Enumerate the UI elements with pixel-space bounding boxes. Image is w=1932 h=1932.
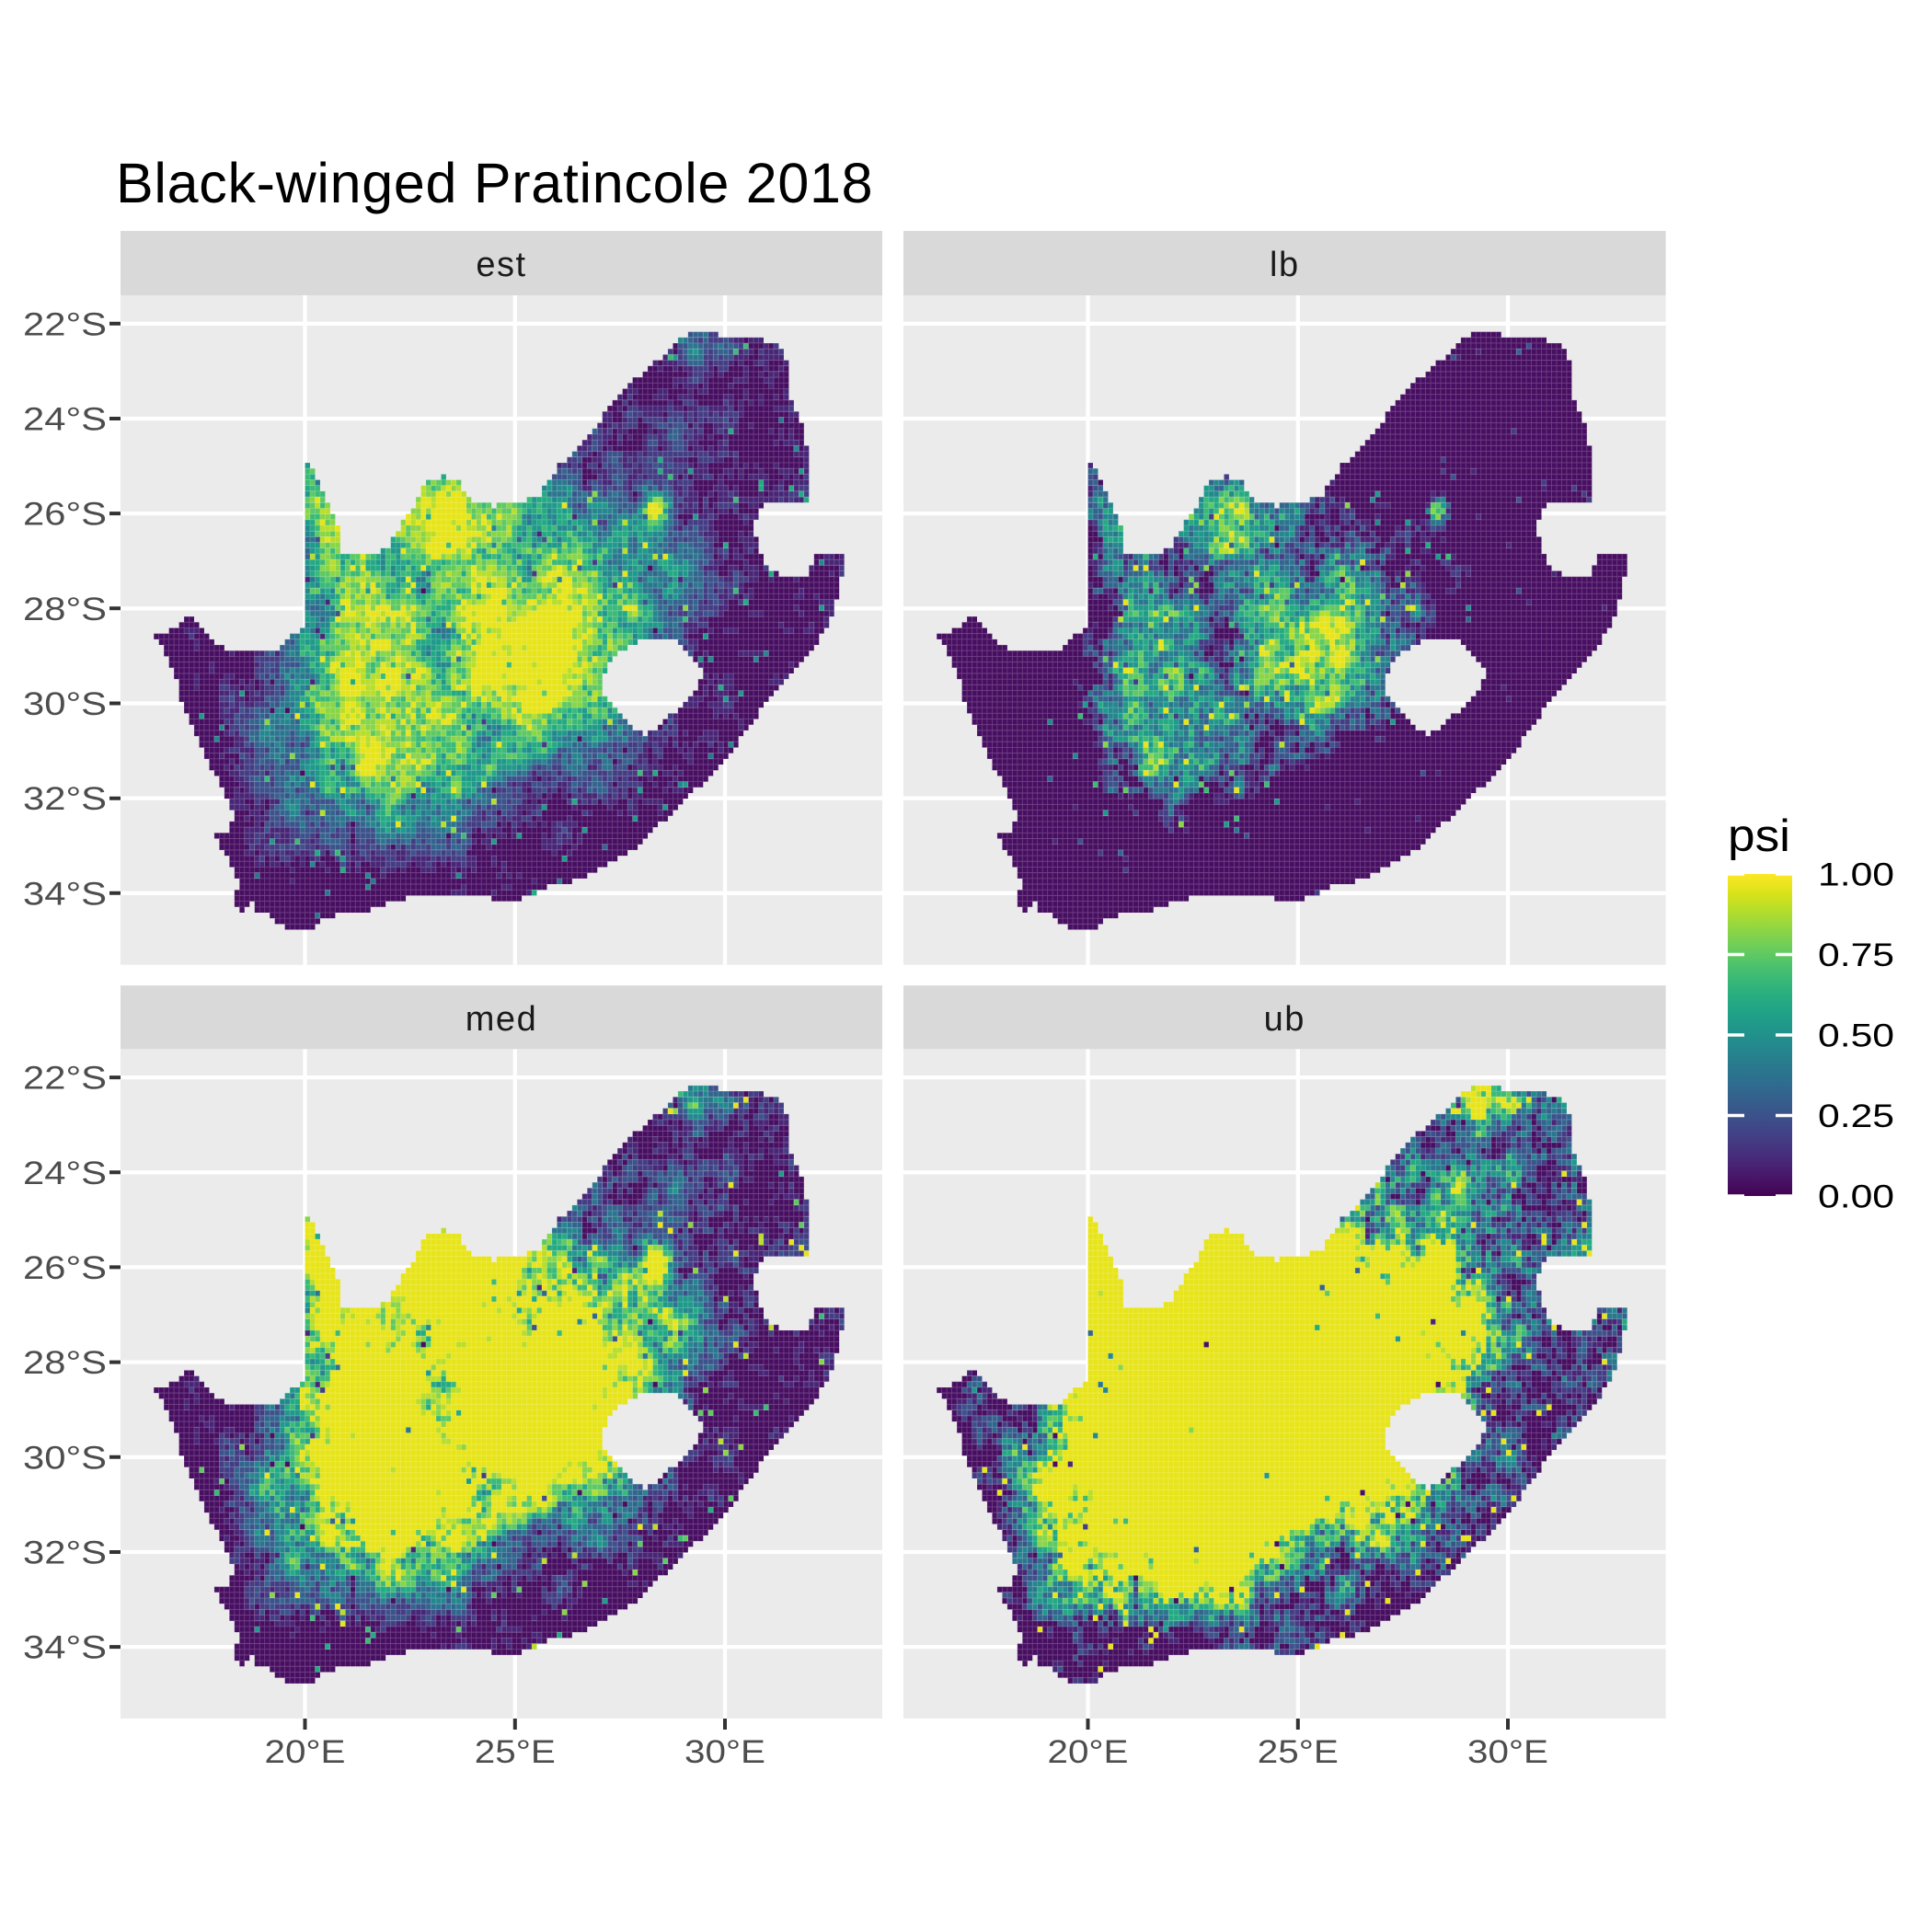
svg-text:0.75: 0.75: [1818, 937, 1894, 973]
svg-text:20°E: 20°E: [1048, 1734, 1129, 1770]
svg-text:psi: psi: [1728, 811, 1790, 861]
svg-text:1.00: 1.00: [1818, 857, 1894, 893]
svg-text:25°E: 25°E: [1258, 1734, 1339, 1770]
svg-text:ub: ub: [1264, 1000, 1305, 1039]
svg-text:28°S: 28°S: [23, 592, 107, 627]
svg-text:26°S: 26°S: [23, 497, 107, 533]
svg-text:0.00: 0.00: [1818, 1179, 1894, 1215]
svg-text:34°S: 34°S: [23, 1630, 107, 1666]
svg-text:30°E: 30°E: [1467, 1734, 1548, 1770]
svg-text:30°E: 30°E: [684, 1734, 765, 1770]
svg-text:32°S: 32°S: [23, 781, 107, 817]
svg-text:30°S: 30°S: [23, 1440, 107, 1476]
svg-text:24°S: 24°S: [23, 402, 107, 438]
svg-text:est: est: [476, 246, 526, 284]
svg-text:30°S: 30°S: [23, 686, 107, 722]
svg-text:28°S: 28°S: [23, 1345, 107, 1381]
svg-text:25°E: 25°E: [475, 1734, 556, 1770]
svg-text:26°S: 26°S: [23, 1250, 107, 1286]
svg-text:Black-winged Pratincole 2018: Black-winged Pratincole 2018: [116, 152, 873, 214]
svg-text:20°E: 20°E: [265, 1734, 346, 1770]
svg-text:22°S: 22°S: [23, 306, 107, 342]
svg-text:lb: lb: [1270, 246, 1300, 284]
svg-text:22°S: 22°S: [23, 1061, 107, 1097]
svg-text:34°S: 34°S: [23, 876, 107, 912]
svg-text:med: med: [466, 1000, 537, 1039]
svg-text:0.25: 0.25: [1818, 1098, 1894, 1134]
svg-text:24°S: 24°S: [23, 1156, 107, 1191]
svg-text:32°S: 32°S: [23, 1535, 107, 1571]
svg-text:0.50: 0.50: [1818, 1018, 1894, 1054]
